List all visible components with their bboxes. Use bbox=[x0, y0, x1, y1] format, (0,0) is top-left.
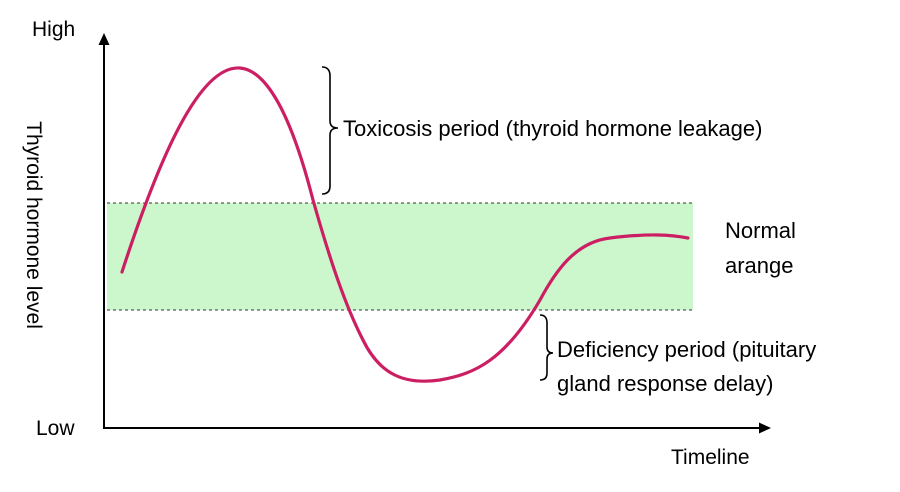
y-axis-arrowhead bbox=[98, 33, 110, 45]
toxicosis-bracket bbox=[321, 66, 339, 195]
x-axis-title: Timeline bbox=[671, 446, 750, 469]
normal-range-label-line1: Normal bbox=[725, 218, 796, 243]
y-axis-title: Thyroid hormone level bbox=[22, 121, 45, 329]
normal-range-label-line2: arange bbox=[725, 253, 794, 278]
deficiency-period-label-line1: Deficiency period (pituitary bbox=[557, 337, 816, 362]
deficiency-period-label-line2: gland response delay) bbox=[557, 371, 773, 396]
toxicosis-period-label: Toxicosis period (thyroid hormone leakag… bbox=[343, 116, 762, 141]
y-axis-low-label: Low bbox=[36, 417, 75, 440]
x-axis-arrowhead bbox=[759, 422, 771, 434]
y-axis-high-label: High bbox=[32, 18, 75, 41]
deficiency-bracket bbox=[539, 314, 554, 381]
hormone-level-curve bbox=[120, 66, 690, 383]
normal-range-band bbox=[107, 203, 693, 310]
